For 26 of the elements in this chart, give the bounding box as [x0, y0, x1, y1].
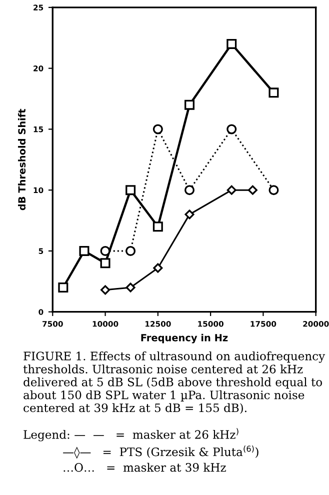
point [126, 246, 136, 256]
point [268, 88, 279, 98]
point [184, 100, 195, 110]
x-axis-title: Frequency in Hz [141, 334, 228, 344]
y-axis-title: dB Threshold Shift [18, 108, 26, 210]
text: …O… = masker at 39 kHz [64, 462, 226, 472]
point [58, 282, 68, 292]
point [152, 124, 163, 134]
point [100, 246, 110, 256]
point [226, 185, 236, 195]
point [126, 185, 136, 196]
point [248, 185, 258, 195]
point [184, 185, 195, 196]
point [226, 38, 237, 49]
point [100, 258, 110, 268]
text: Legend: — — = masker at 26 kHz$^{)}$ [24, 428, 238, 442]
point [126, 282, 136, 292]
point [184, 210, 194, 220]
point [100, 285, 110, 295]
point [79, 246, 90, 256]
point [268, 185, 279, 196]
point [152, 222, 163, 232]
point [153, 263, 163, 273]
text: —◊— = PTS (Grzesik & Pluta$^{(6)}$) [63, 446, 258, 459]
caption: FIGURE 1. Effects of ultrasound on audiofrequency thresholds. Ultrasonic noise centered at 26 kHz delivered at 5 dB SL (5dB above threshold equal to about 150 dB SPL water 1 µPa. Ultrasonic noise centered at 39 kHz at 5 dB = 155 dB). [23, 351, 326, 414]
point [226, 124, 237, 134]
